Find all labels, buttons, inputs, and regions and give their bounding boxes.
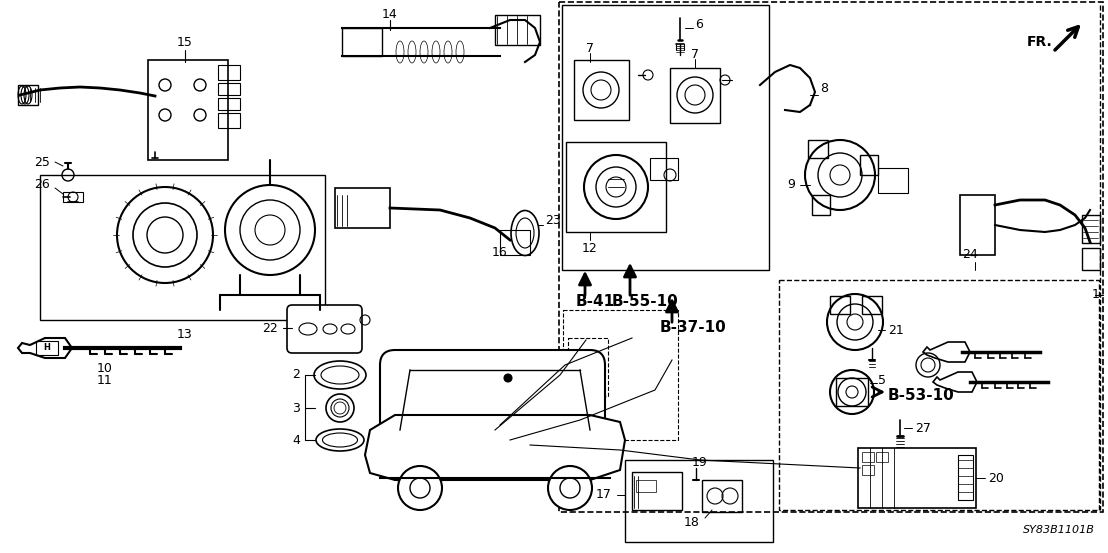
Text: 20: 20 (988, 472, 1004, 484)
Bar (862, 465, 874, 475)
Text: B-53-10: B-53-10 (888, 388, 955, 403)
FancyBboxPatch shape (287, 305, 362, 353)
Bar (563, 310, 678, 440)
Text: 7: 7 (586, 41, 594, 55)
Bar (1083, 248, 1100, 270)
Text: 16: 16 (492, 246, 507, 258)
Text: SY83B1101B: SY83B1101B (1023, 525, 1095, 535)
Text: 3: 3 (293, 401, 300, 415)
Text: 15: 15 (177, 35, 193, 49)
FancyBboxPatch shape (380, 350, 605, 445)
Text: 5: 5 (878, 373, 886, 387)
Bar (878, 168, 907, 193)
Text: 10: 10 (98, 362, 113, 374)
Bar (837, 378, 868, 406)
Bar (566, 142, 666, 232)
Bar (218, 83, 240, 95)
Bar (779, 280, 1099, 510)
Bar (958, 455, 973, 500)
Text: 6: 6 (695, 18, 702, 32)
Bar (574, 60, 629, 120)
Bar (960, 195, 995, 255)
Text: 21: 21 (888, 324, 904, 336)
Bar (560, 2, 1102, 512)
Polygon shape (933, 372, 977, 392)
Polygon shape (18, 338, 72, 358)
Text: 24: 24 (962, 248, 978, 262)
Text: B-37-10: B-37-10 (660, 321, 727, 336)
Text: 23: 23 (545, 213, 561, 227)
Bar (218, 113, 240, 128)
Bar (625, 460, 773, 542)
Bar (670, 68, 720, 123)
Bar (63, 192, 83, 202)
Text: 19: 19 (692, 456, 708, 468)
Circle shape (548, 466, 592, 510)
Text: 27: 27 (915, 421, 931, 435)
Text: B-41: B-41 (576, 295, 615, 310)
Text: H: H (43, 343, 51, 352)
Bar (218, 98, 240, 110)
Text: 4: 4 (293, 434, 300, 446)
Bar (218, 65, 240, 80)
Bar (862, 452, 874, 462)
Bar (830, 296, 850, 314)
Circle shape (504, 374, 512, 382)
Bar (636, 480, 656, 492)
Bar (862, 296, 882, 314)
Bar (568, 338, 608, 396)
Text: 8: 8 (820, 81, 828, 95)
Bar (702, 480, 742, 512)
Text: 17: 17 (596, 488, 612, 502)
Text: 12: 12 (582, 242, 598, 254)
Text: 2: 2 (293, 368, 300, 382)
Bar (858, 448, 976, 508)
Circle shape (398, 466, 442, 510)
Text: 13: 13 (177, 328, 193, 342)
Bar (35, 341, 58, 355)
Polygon shape (923, 342, 970, 362)
Text: 25: 25 (34, 155, 50, 169)
Text: 14: 14 (382, 8, 398, 20)
Bar (148, 60, 228, 160)
Bar (562, 5, 769, 270)
Bar (18, 85, 38, 105)
Text: 7: 7 (691, 48, 699, 60)
Bar (1083, 215, 1100, 243)
Bar (342, 28, 382, 56)
Text: 18: 18 (684, 515, 700, 529)
Text: 11: 11 (98, 373, 113, 387)
Bar (808, 140, 828, 158)
Bar (40, 175, 325, 320)
Text: 9: 9 (787, 179, 796, 191)
Bar (650, 158, 678, 180)
Bar (632, 472, 683, 510)
Text: B-55-10: B-55-10 (612, 295, 679, 310)
Bar (495, 15, 540, 45)
Text: 22: 22 (263, 321, 278, 335)
Text: FR.: FR. (1026, 35, 1051, 49)
Bar (500, 230, 530, 255)
Bar (860, 155, 878, 175)
Bar (812, 195, 830, 215)
Text: 1: 1 (1092, 289, 1100, 301)
Bar (335, 188, 390, 228)
Bar (876, 452, 888, 462)
Text: 26: 26 (34, 179, 50, 191)
Polygon shape (365, 415, 625, 480)
